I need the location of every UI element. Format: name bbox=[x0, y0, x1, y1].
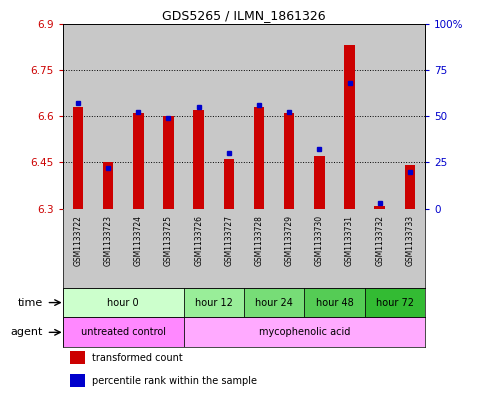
Bar bbox=[304, 24, 334, 209]
Bar bbox=[284, 113, 295, 209]
Text: GSM1133727: GSM1133727 bbox=[224, 215, 233, 266]
Bar bbox=[395, 24, 425, 209]
Bar bbox=[365, 24, 395, 209]
Bar bbox=[344, 45, 355, 209]
Bar bbox=[63, 318, 184, 347]
Bar bbox=[304, 209, 334, 288]
Text: time: time bbox=[17, 298, 43, 308]
Bar bbox=[154, 209, 184, 288]
Bar bbox=[365, 288, 425, 318]
Text: GSM1133730: GSM1133730 bbox=[315, 215, 324, 266]
Text: GSM1133731: GSM1133731 bbox=[345, 215, 354, 266]
Bar bbox=[334, 24, 365, 209]
Text: GSM1133732: GSM1133732 bbox=[375, 215, 384, 266]
Bar bbox=[244, 24, 274, 209]
Bar bbox=[254, 107, 264, 209]
Bar bbox=[274, 209, 304, 288]
Bar bbox=[163, 116, 174, 209]
Bar bbox=[70, 375, 85, 387]
Bar bbox=[63, 24, 93, 209]
Text: agent: agent bbox=[11, 327, 43, 337]
Text: hour 24: hour 24 bbox=[255, 298, 293, 308]
Bar bbox=[93, 209, 123, 288]
Text: transformed count: transformed count bbox=[92, 353, 183, 363]
Bar bbox=[184, 209, 213, 288]
Text: hour 48: hour 48 bbox=[315, 298, 354, 308]
Bar bbox=[133, 113, 143, 209]
Bar bbox=[184, 24, 213, 209]
Text: GSM1133729: GSM1133729 bbox=[284, 215, 294, 266]
Text: GSM1133725: GSM1133725 bbox=[164, 215, 173, 266]
Bar bbox=[244, 288, 304, 318]
Bar bbox=[213, 209, 244, 288]
Bar bbox=[123, 209, 154, 288]
Text: untreated control: untreated control bbox=[81, 327, 166, 337]
Text: hour 72: hour 72 bbox=[376, 298, 414, 308]
Text: hour 12: hour 12 bbox=[195, 298, 233, 308]
Bar bbox=[193, 110, 204, 209]
Text: GSM1133722: GSM1133722 bbox=[73, 215, 83, 266]
Text: percentile rank within the sample: percentile rank within the sample bbox=[92, 376, 257, 386]
Text: GSM1133728: GSM1133728 bbox=[255, 215, 264, 266]
Bar bbox=[70, 351, 85, 364]
Bar bbox=[274, 24, 304, 209]
Bar bbox=[184, 318, 425, 347]
Bar bbox=[63, 209, 93, 288]
Text: GSM1133724: GSM1133724 bbox=[134, 215, 143, 266]
Bar bbox=[72, 107, 83, 209]
Bar bbox=[405, 165, 415, 209]
Bar bbox=[93, 24, 123, 209]
Text: GSM1133723: GSM1133723 bbox=[103, 215, 113, 266]
Bar bbox=[334, 209, 365, 288]
Bar bbox=[103, 162, 114, 209]
Bar bbox=[123, 24, 154, 209]
Bar bbox=[154, 24, 184, 209]
Text: GSM1133733: GSM1133733 bbox=[405, 215, 414, 266]
Bar bbox=[365, 209, 395, 288]
Bar bbox=[244, 209, 274, 288]
Bar bbox=[395, 209, 425, 288]
Text: GSM1133726: GSM1133726 bbox=[194, 215, 203, 266]
Bar bbox=[374, 206, 385, 209]
Text: mycophenolic acid: mycophenolic acid bbox=[258, 327, 350, 337]
Bar bbox=[314, 156, 325, 209]
Bar bbox=[184, 288, 244, 318]
Bar bbox=[224, 159, 234, 209]
Bar bbox=[304, 288, 365, 318]
Bar bbox=[213, 24, 244, 209]
Bar bbox=[63, 288, 184, 318]
Title: GDS5265 / ILMN_1861326: GDS5265 / ILMN_1861326 bbox=[162, 9, 326, 22]
Text: hour 0: hour 0 bbox=[107, 298, 139, 308]
